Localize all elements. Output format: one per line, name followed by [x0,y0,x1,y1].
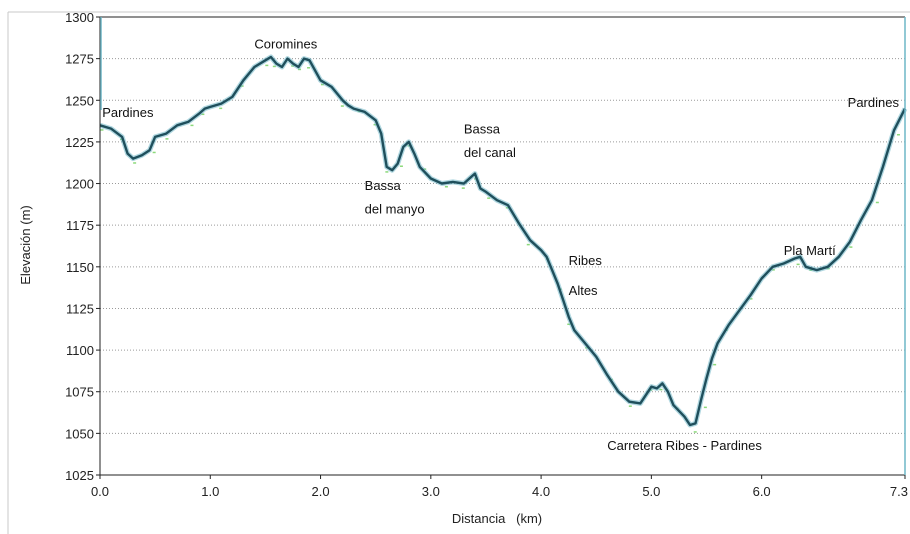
annotation-label: Ribes [569,253,603,268]
y-tick-label: 1275 [65,52,94,67]
x-tick-label: 7.3 [890,484,908,499]
y-tick-label: 1200 [65,177,94,192]
noise-dot [265,64,269,67]
annotation-label: Altes [569,283,598,298]
y-tick-label: 1125 [66,301,94,316]
noise-dot [219,107,223,110]
y-tick-label: 1175 [66,218,94,233]
x-tick-label: 1.0 [201,484,219,499]
noise-dot [272,65,276,68]
annotation-label: Bassa [365,178,402,193]
noise-dot [628,405,632,407]
y-tick-label: 1225 [65,135,94,150]
gridlines [100,58,905,434]
x-tick-label: 4.0 [532,484,550,499]
noise-dot [201,113,205,116]
noise-dot [713,363,717,366]
y-tick-label: 1025 [65,468,94,483]
y-tick-label: 1250 [65,93,94,108]
y-tick-label: 1050 [65,426,94,441]
x-tick-label: 2.0 [312,484,330,499]
annotation-label: Pardines [102,105,154,120]
y-tick-label: 1300 [65,10,94,25]
noise-dot [165,138,169,140]
annotation-label: Pla Martí [784,243,836,258]
noise-dot [100,129,104,131]
noise-dot [487,197,491,199]
y-tick-label: 1150 [66,260,94,275]
annotation-label: Pardines [848,95,900,110]
noise-dot [399,165,403,167]
noise-dot [340,105,344,107]
x-tick-labels: 0.0 1.0 2.0 3.0 4.0 5.0 6.0 7.3 [91,475,908,499]
noise-dot [133,162,137,164]
annotation-label: Carretera Ribes - Pardines [607,438,762,453]
x-tick-label: 5.0 [642,484,660,499]
annotation-label: Bassa [464,122,501,137]
noise-dot [749,298,753,300]
elevation-line [99,55,907,427]
noise-dot [190,124,194,127]
x-tick-label: 6.0 [753,484,771,499]
noise-dot [567,323,571,326]
annotation-label: del canal [464,145,516,160]
axes [7,11,910,534]
elevation-line-group [99,54,908,428]
noise-dot [298,68,302,71]
elevation-line-halo [99,54,908,428]
noise-dot [307,67,311,69]
noise-dot [771,269,775,271]
gps-noise-dots [100,64,900,433]
noise-dot [849,246,853,248]
noise-dot [526,243,530,246]
noise-dot [896,133,900,136]
y-tick-label: 1075 [65,385,94,400]
noise-dot [320,83,324,86]
x-tick-label: 3.0 [422,484,440,499]
annotation-label: del manyo [365,202,425,217]
noise-dot [875,201,879,204]
y-axis-label: Elevación (m) [18,205,33,284]
annotation-label: Coromines [254,37,317,52]
noise-dot [693,431,697,433]
y-tick-labels: 1025 1050 1075 1100 1125 1150 1175 1200 1225 1250… [65,10,100,483]
noise-dot [444,185,448,188]
noise-dot [659,388,663,391]
y-tick-label: 1100 [66,343,94,358]
noise-dot [385,171,389,173]
noise-dot [461,187,465,189]
point-annotations: Pardines Coromines Bassa del manyo Bassa del … [102,37,899,453]
x-tick-label: 0.0 [91,484,109,499]
noise-dot [152,151,156,154]
noise-dot [703,406,707,409]
noise-dot [796,263,800,266]
x-axis-label: Distancia (km) [452,511,542,526]
